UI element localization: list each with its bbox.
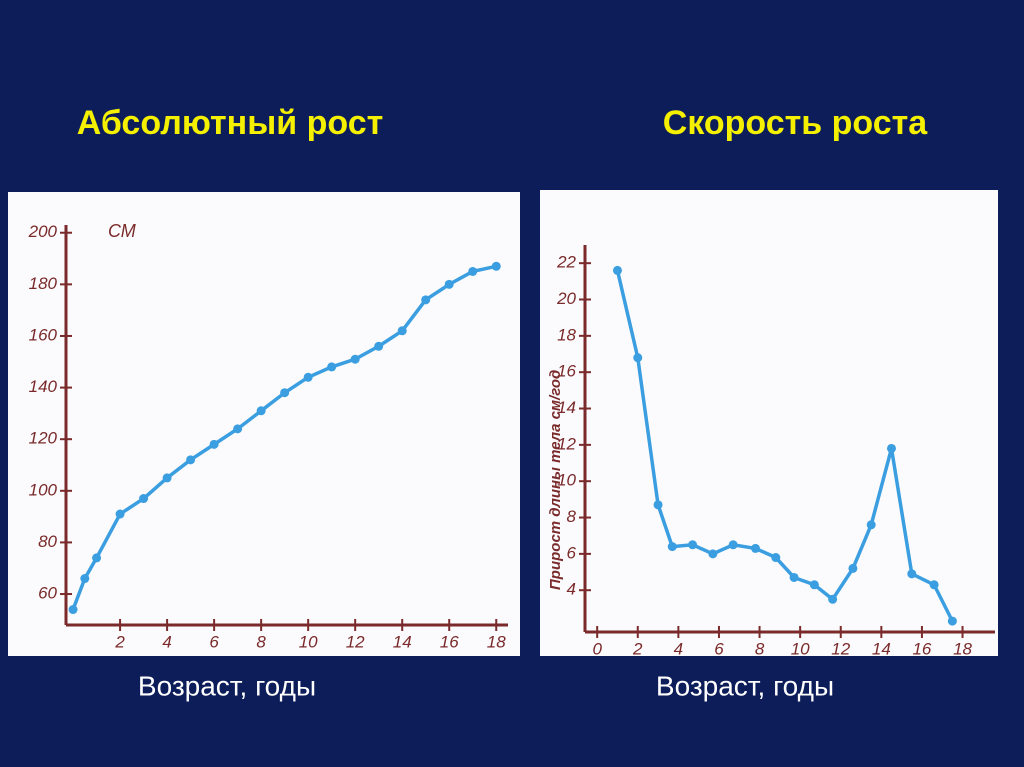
data-point bbox=[667, 542, 677, 552]
y-tick-label: 22 bbox=[556, 253, 576, 272]
data-point bbox=[491, 261, 501, 271]
x-tick-label: 4 bbox=[674, 639, 683, 658]
data-point bbox=[708, 549, 718, 559]
y-tick-label: 14 bbox=[557, 398, 576, 417]
data-line bbox=[71, 264, 497, 611]
data-point bbox=[848, 563, 858, 573]
y-tick-label: 160 bbox=[29, 325, 58, 344]
data-point bbox=[92, 553, 102, 563]
y-tick-label: 60 bbox=[38, 584, 57, 603]
x-tick-label: 12 bbox=[346, 632, 365, 651]
data-point bbox=[612, 265, 622, 275]
x-tick-label: 18 bbox=[953, 639, 972, 658]
x-tick-label: 12 bbox=[831, 639, 850, 658]
data-point bbox=[771, 553, 781, 563]
data-point bbox=[115, 509, 125, 519]
y-axis-label: Прирост длины тела см/год bbox=[547, 370, 564, 590]
y-tick-label: 16 bbox=[557, 362, 576, 381]
x-tick-label: 6 bbox=[209, 632, 219, 651]
data-point bbox=[186, 455, 196, 465]
x-tick-label: 4 bbox=[162, 632, 171, 651]
x-tick-label: 14 bbox=[872, 639, 891, 658]
data-point bbox=[886, 443, 896, 453]
data-point bbox=[789, 572, 799, 582]
data-point bbox=[688, 540, 698, 550]
data-point bbox=[653, 500, 663, 510]
data-point bbox=[68, 605, 78, 615]
data-point bbox=[374, 341, 384, 351]
data-line bbox=[615, 270, 954, 622]
y-tick-label: 10 bbox=[557, 471, 576, 490]
data-point bbox=[256, 406, 266, 416]
data-point bbox=[750, 543, 760, 553]
y-tick-label: 180 bbox=[29, 274, 58, 293]
x-tick-label: 8 bbox=[256, 632, 266, 651]
data-point bbox=[162, 473, 172, 483]
x-tick-label: 2 bbox=[114, 632, 125, 651]
data-point bbox=[929, 580, 939, 590]
y-tick-label: 8 bbox=[567, 507, 577, 526]
data-point bbox=[809, 580, 819, 590]
chart-title: Абсолютный рост bbox=[77, 104, 384, 142]
chart-title: Скорость роста bbox=[663, 104, 929, 142]
y-tick-label: 80 bbox=[38, 532, 57, 551]
panel bbox=[8, 192, 520, 656]
data-point bbox=[397, 326, 407, 336]
x-tick-label: 6 bbox=[714, 639, 724, 658]
data-point bbox=[468, 266, 478, 276]
y-axis-label: СМ bbox=[108, 221, 136, 241]
data-point bbox=[303, 372, 313, 382]
data-point bbox=[444, 279, 454, 289]
y-tick-label: 6 bbox=[567, 543, 577, 562]
x-tick-label: 14 bbox=[393, 632, 412, 651]
y-tick-label: 20 bbox=[556, 289, 576, 308]
data-point bbox=[947, 616, 957, 626]
x-axis-label: Возраст, годы bbox=[138, 670, 316, 701]
data-point bbox=[866, 520, 876, 530]
data-point bbox=[209, 439, 219, 449]
y-tick-label: 140 bbox=[29, 377, 58, 396]
x-tick-label: 2 bbox=[632, 639, 643, 658]
y-tick-label: 120 bbox=[29, 429, 58, 448]
data-point bbox=[233, 424, 243, 434]
y-tick-label: 100 bbox=[29, 480, 58, 499]
data-point bbox=[80, 574, 90, 584]
data-point bbox=[280, 388, 290, 398]
data-point bbox=[350, 354, 360, 364]
data-point bbox=[633, 353, 643, 363]
data-point bbox=[139, 494, 149, 504]
x-tick-label: 10 bbox=[299, 632, 318, 651]
x-tick-label: 16 bbox=[912, 639, 931, 658]
x-tick-label: 10 bbox=[791, 639, 810, 658]
y-tick-label: 4 bbox=[567, 580, 576, 599]
data-point bbox=[421, 295, 431, 305]
y-tick-label: 12 bbox=[557, 434, 576, 453]
data-point bbox=[327, 362, 337, 372]
x-tick-label: 18 bbox=[487, 632, 506, 651]
y-tick-label: 200 bbox=[28, 222, 58, 241]
data-point bbox=[907, 569, 917, 579]
data-point bbox=[828, 594, 838, 604]
y-tick-label: 18 bbox=[557, 325, 576, 344]
data-point bbox=[728, 540, 738, 550]
panel bbox=[540, 190, 998, 656]
x-tick-label: 8 bbox=[755, 639, 765, 658]
x-axis-label: Возраст, годы bbox=[656, 670, 834, 701]
x-tick-label: 0 bbox=[592, 639, 602, 658]
x-tick-label: 16 bbox=[440, 632, 459, 651]
